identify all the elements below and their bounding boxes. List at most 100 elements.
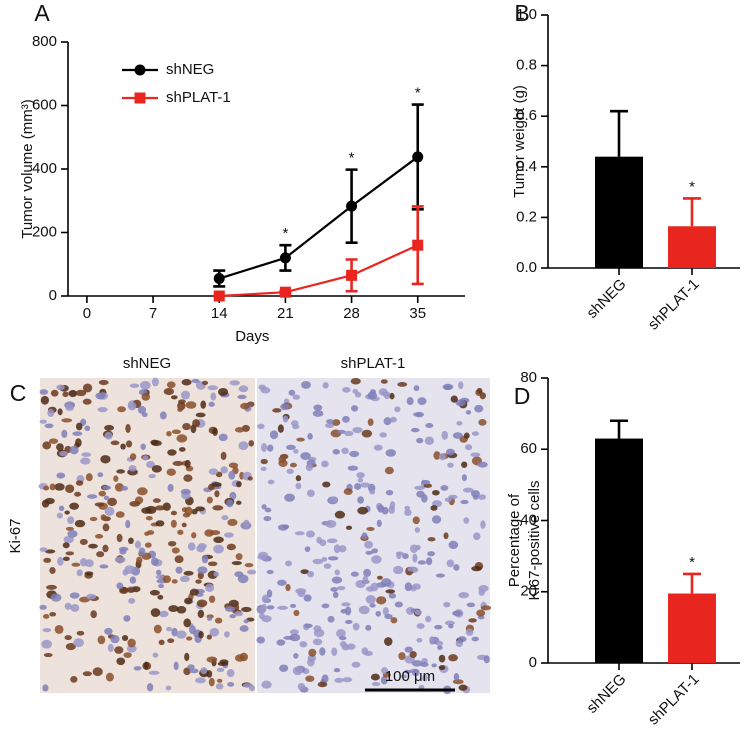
cell-nucleus [359,482,371,488]
cell-nucleus [140,443,146,450]
cell-nucleus [435,640,444,646]
cell-nucleus [176,630,187,639]
cell-nucleus [423,483,433,488]
cell-nucleus [243,519,250,529]
cell-nucleus [128,464,137,472]
cell-nucleus [266,569,274,575]
cell-nucleus [461,474,468,482]
cell-nucleus [400,674,407,679]
cell-nucleus [385,449,397,457]
cell-nucleus [208,401,215,407]
cell-nucleus [385,589,396,594]
cell-nucleus [418,685,425,690]
cell-nucleus [235,500,242,505]
cell-nucleus [350,377,361,385]
cell-nucleus [57,408,63,416]
cell-nucleus [412,516,420,525]
cell-nucleus [266,589,273,598]
cell-nucleus [72,431,83,436]
cell-nucleus [444,620,455,626]
cell-nucleus [260,466,267,471]
cell-nucleus [144,531,150,536]
cell-nucleus [307,570,315,578]
cell-nucleus [327,556,339,561]
y-tick-label: 0 [49,287,57,304]
cell-nucleus [158,583,165,589]
cell-nucleus [303,594,312,602]
cell-nucleus [183,474,193,482]
cell-nucleus [390,617,398,624]
cell-nucleus [107,643,114,653]
cell-nucleus [417,397,427,405]
cell-nucleus [356,472,365,479]
cell-nucleus [189,588,199,596]
cell-nucleus [102,544,109,553]
cell-nucleus [70,603,80,612]
marker [213,290,225,302]
series-line [219,244,419,298]
cell-nucleus [313,404,323,411]
cell-nucleus [478,419,487,426]
cell-nucleus [167,449,177,456]
cell-nucleus [305,463,313,472]
x-tick-label: shPLAT-1 [645,276,703,334]
cell-nucleus [327,615,335,623]
cell-nucleus [285,444,296,450]
cell-nucleus [205,583,215,592]
y-tick-label: 0.2 [516,208,537,225]
cell-nucleus [210,392,217,401]
cell-nucleus [49,611,57,617]
legend-label: shNEG [166,61,214,78]
cell-nucleus [67,516,75,525]
y-tick-label: 80 [520,369,537,386]
bar [595,438,643,663]
cell-nucleus [261,504,267,510]
cell-nucleus [427,551,436,557]
cell-nucleus [39,389,49,395]
cell-nucleus [334,569,340,576]
cell-nucleus [343,488,353,496]
x-tick-label: 28 [343,305,360,322]
cell-nucleus [416,623,425,629]
cell-nucleus [284,493,295,502]
cell-nucleus [434,624,443,630]
significance: * [689,554,695,571]
y-tick-label: 200 [32,223,57,240]
cell-nucleus [312,558,324,565]
cell-nucleus [257,554,267,560]
cell-nucleus [150,608,161,618]
cell-nucleus [425,423,434,428]
cell-nucleus [206,656,218,663]
cell-nucleus [316,536,322,544]
cell-nucleus [332,419,341,426]
cell-nucleus [98,490,107,497]
cell-nucleus [235,553,243,561]
cell-nucleus [278,455,287,463]
cell-nucleus [350,405,359,412]
cell-nucleus [92,667,103,677]
cell-nucleus [54,483,65,491]
cell-nucleus [261,443,267,452]
cell-nucleus [243,619,249,624]
cell-nucleus [276,639,286,646]
cell-nucleus [151,465,162,473]
cell-nucleus [376,582,387,588]
x-tick-label: 0 [83,305,91,322]
cell-nucleus [260,387,271,394]
cell-nucleus [312,410,324,417]
cell-nucleus [41,639,52,649]
cell-nucleus [39,419,47,424]
cell-nucleus [293,653,299,659]
cell-nucleus [413,385,420,392]
cell-nucleus [73,638,84,648]
cell-nucleus [369,603,376,608]
cell-nucleus [195,506,205,512]
cell-nucleus [416,437,424,444]
cell-nucleus [322,382,329,389]
cell-nucleus [294,531,305,536]
cell-nucleus [192,419,200,428]
panel-label: A [34,0,50,26]
cell-nucleus [56,384,65,391]
cell-nucleus [127,638,136,648]
cell-nucleus [42,628,52,633]
